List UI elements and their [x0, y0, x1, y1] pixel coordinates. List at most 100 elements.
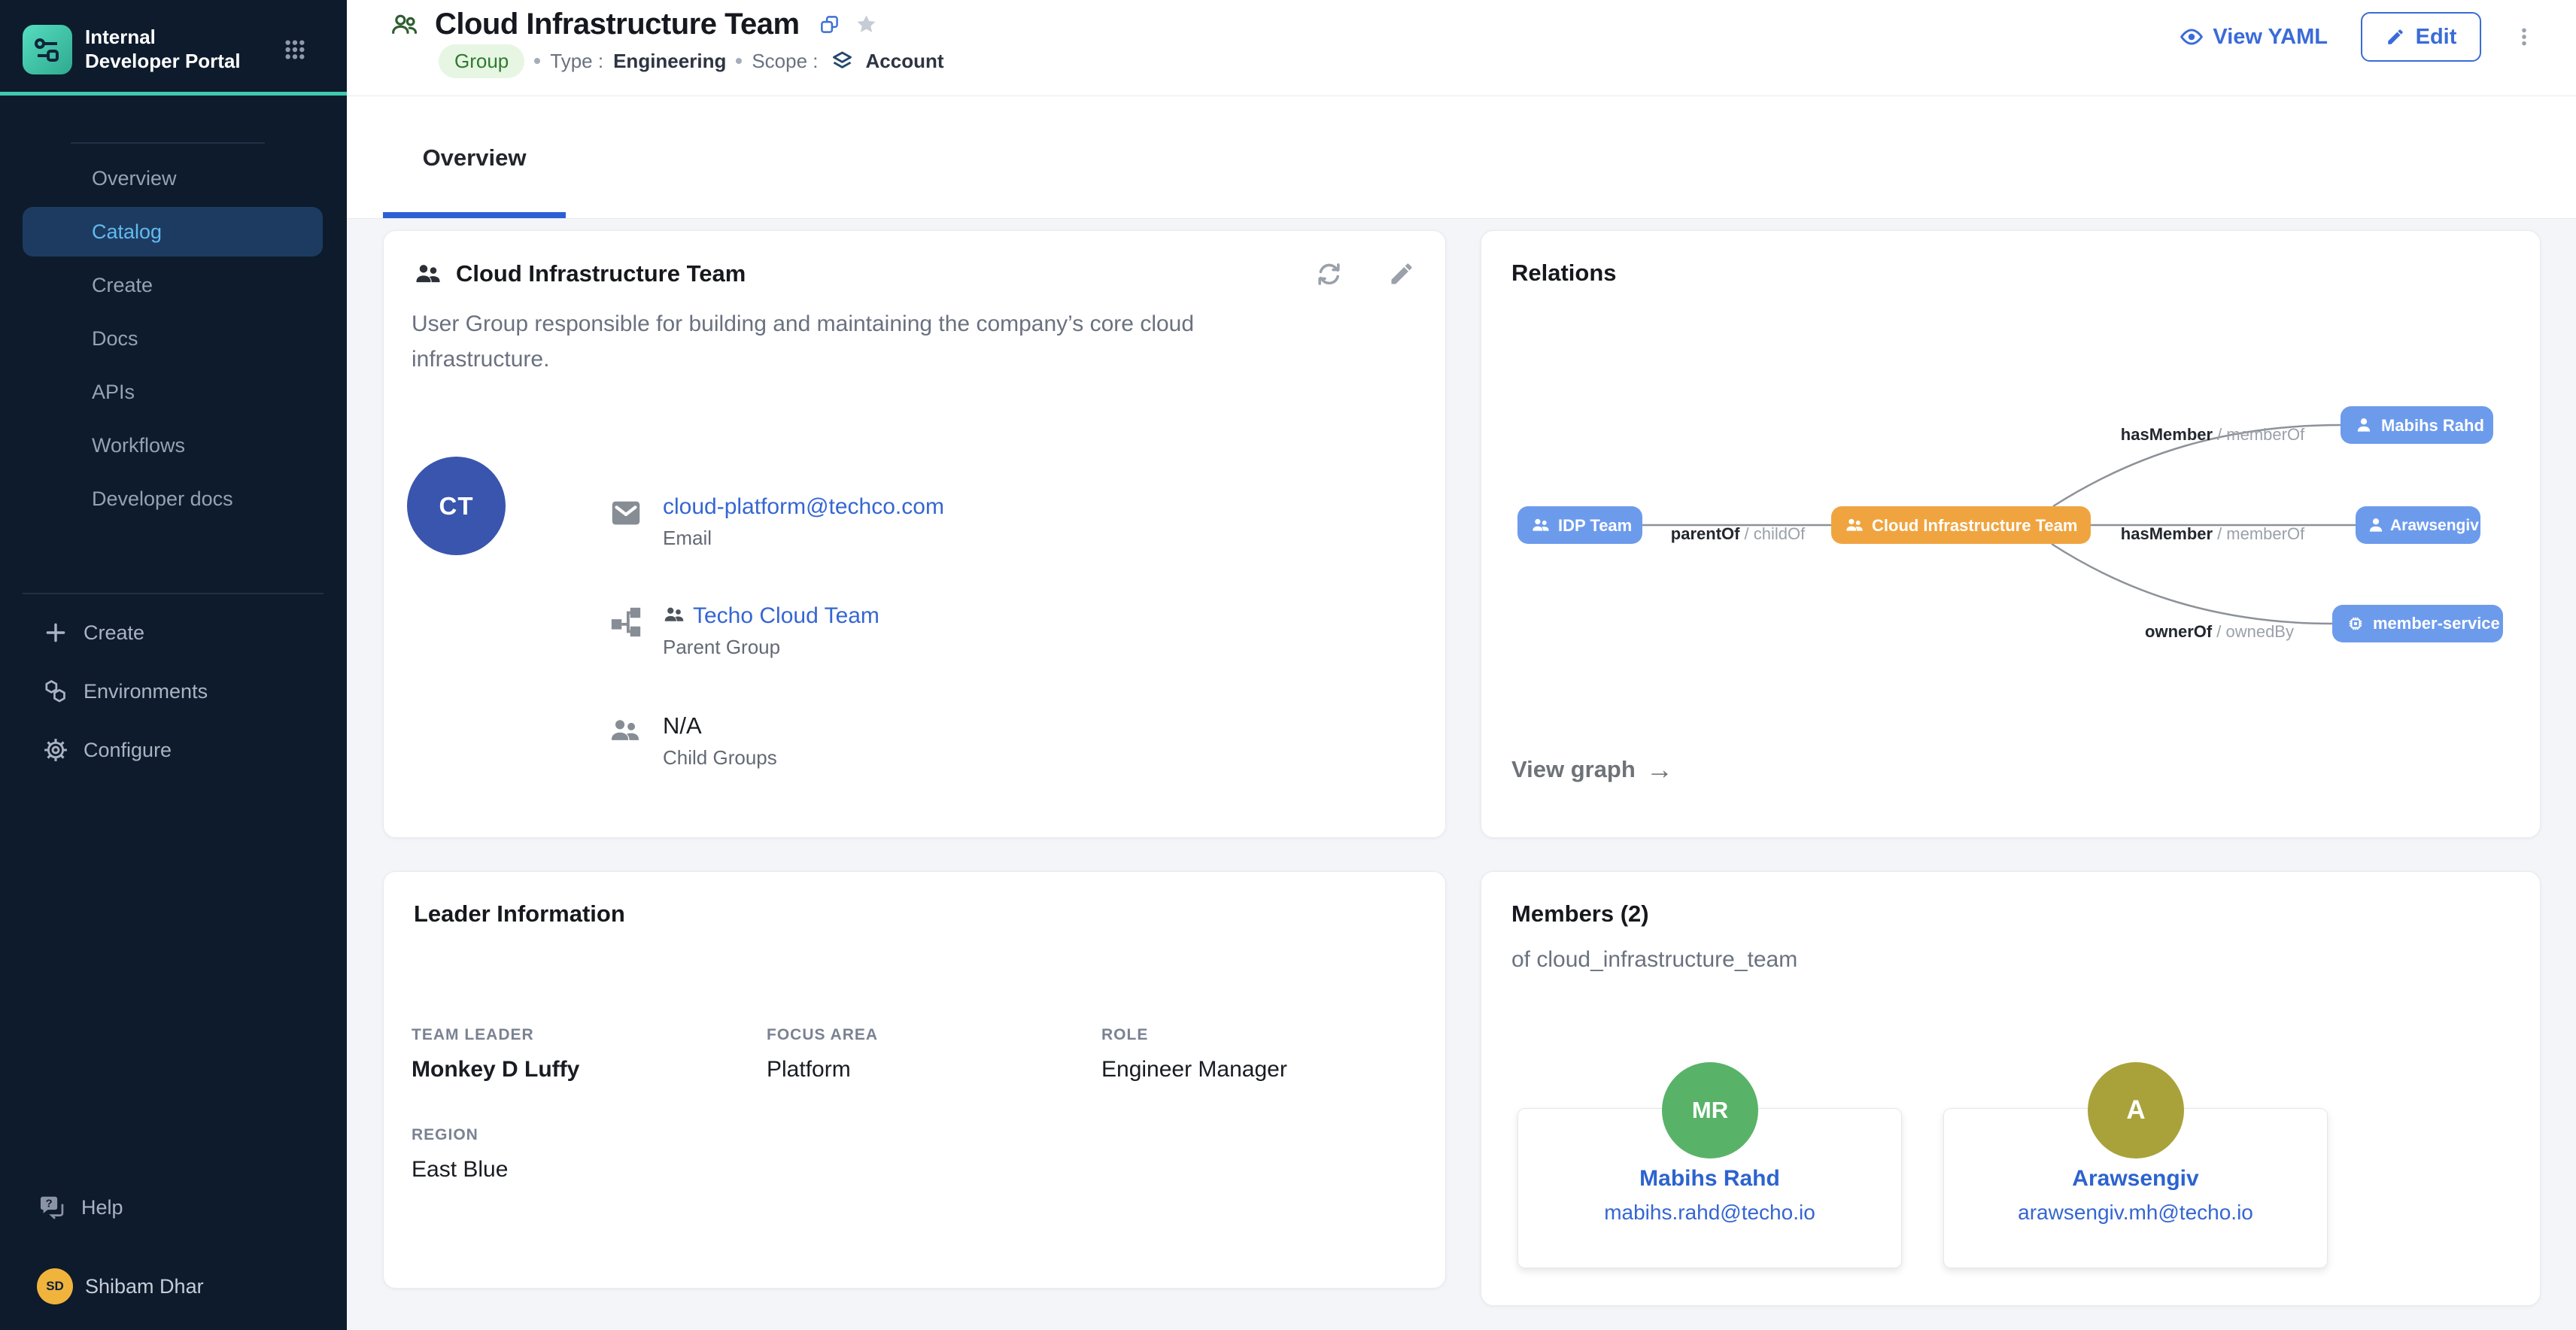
sidebar-help[interactable]: Help — [0, 1178, 347, 1237]
sidebar-tool-configure[interactable]: Configure — [0, 721, 347, 779]
member-tile[interactable]: MR Mabihs Rahd mabihs.rahd@techo.io — [1517, 1062, 1902, 1268]
help-icon — [38, 1193, 66, 1222]
node-mabihs-rahd[interactable]: Mabihs Rahd — [2341, 406, 2493, 444]
card-title: Relations — [1511, 260, 1617, 286]
user-avatar: SD — [37, 1268, 73, 1304]
eye-icon — [2180, 25, 2204, 49]
kebab-menu-icon[interactable] — [2514, 27, 2534, 47]
member-email-link[interactable]: arawsengiv.mh@techo.io — [2018, 1201, 2253, 1224]
edit-button[interactable]: Edit — [2361, 12, 2481, 62]
help-label: Help — [81, 1195, 123, 1219]
brand-title: Internal Developer Portal — [85, 26, 241, 72]
dot-separator — [736, 58, 743, 64]
people-icon — [609, 714, 643, 749]
tool-label: Create — [84, 621, 145, 644]
group-icon — [390, 9, 420, 39]
accent-divider — [0, 92, 347, 96]
app-grid-icon[interactable] — [283, 38, 307, 62]
svg-text:IDP Team: IDP Team — [1558, 516, 1632, 535]
node-idp-team[interactable]: IDP Team — [1517, 506, 1642, 544]
edge-label: parentOf / childOf — [1671, 524, 1806, 543]
scope-value: Account — [865, 49, 944, 72]
svg-text:member-service: member-service — [2373, 614, 2500, 633]
sidebar-nav: Overview Catalog Create Docs APIs Workfl… — [0, 150, 347, 527]
email-row: cloud-platform@techco.com Email — [609, 494, 944, 550]
relations-graph[interactable]: hasMember / memberOf parentOf / childOf ha… — [1481, 231, 2541, 839]
member-name-link[interactable]: Mabihs Rahd — [1639, 1166, 1780, 1191]
tab-overview[interactable]: Overview — [422, 144, 527, 171]
layers-icon — [830, 49, 855, 74]
user-name: Shibam Dhar — [85, 1274, 204, 1298]
edge-label: ownerOf / ownedBy — [2145, 622, 2294, 641]
parent-group-label: Parent Group — [663, 636, 781, 658]
copy-icon[interactable] — [819, 14, 840, 35]
edge-label: hasMember / memberOf — [2121, 524, 2305, 543]
edge-label: hasMember / memberOf — [2121, 425, 2305, 444]
scope-label: Scope : — [752, 49, 819, 72]
member-tile[interactable]: A Arawsengiv arawsengiv.mh@techo.io — [1943, 1062, 2328, 1268]
team-avatar: CT — [407, 457, 506, 555]
parent-group-link[interactable]: Techo Cloud Team — [663, 603, 879, 629]
sidebar-item-overview[interactable]: Overview — [92, 167, 177, 190]
type-value: Engineering — [613, 49, 727, 72]
members-card: Members (2) of cloud_infrastructure_team… — [1481, 871, 2541, 1306]
member-avatar: MR — [1662, 1062, 1758, 1158]
field-team-leader: TEAM LEADER Monkey D Luffy — [412, 1026, 580, 1082]
edit-label: Edit — [2415, 24, 2457, 49]
tool-label: Configure — [84, 738, 172, 761]
members-subtitle: of cloud_infrastructure_team — [1511, 947, 1798, 972]
node-cloud-infrastructure-team[interactable]: Cloud Infrastructure Team — [1831, 506, 2091, 544]
people-icon — [663, 603, 685, 626]
page-header: Cloud Infrastructure Team Group Type : E… — [347, 0, 2576, 96]
dot-separator — [534, 58, 541, 64]
view-graph-link[interactable]: View graph → — [1511, 754, 1673, 785]
sidebar-item-apis[interactable]: APIs — [92, 381, 135, 403]
sidebar-item-developer-docs[interactable]: Developer docs — [92, 487, 233, 510]
node-member-service[interactable]: member-service — [2332, 605, 2503, 642]
member-avatar: A — [2088, 1062, 2184, 1158]
edge-hasmember-mabihs — [2052, 424, 2341, 508]
kind-badge: Group — [439, 44, 525, 78]
active-tab-indicator — [383, 212, 566, 218]
leader-info-card: Leader Information TEAM LEADER Monkey D … — [383, 871, 1446, 1289]
people-icon — [414, 260, 442, 288]
email-link[interactable]: cloud-platform@techco.com — [663, 494, 944, 519]
sidebar-item-workflows[interactable]: Workflows — [92, 434, 186, 457]
parent-group-row: Techo Cloud Team Parent Group — [609, 603, 879, 659]
view-yaml-label: View YAML — [2213, 24, 2328, 49]
tab-bar: Overview — [347, 96, 2576, 219]
mail-icon — [609, 496, 643, 530]
sidebar-tool-create[interactable]: Create — [0, 603, 347, 662]
relations-card: Relations hasMember / memberOf parentOf / … — [1481, 230, 2541, 838]
member-name-link[interactable]: Arawsengiv — [2072, 1166, 2199, 1191]
svg-text:Arawsengiv: Arawsengiv — [2390, 517, 2479, 534]
arrow-right-icon: → — [1645, 754, 1673, 785]
edit-pencil-icon[interactable] — [1388, 260, 1415, 287]
card-title: Members (2) — [1511, 900, 1649, 927]
child-groups-value: N/A — [663, 712, 702, 739]
card-title: Cloud Infrastructure Team — [456, 260, 746, 287]
brand[interactable]: Internal Developer Portal — [23, 25, 324, 74]
sidebar-item-docs[interactable]: Docs — [92, 327, 138, 350]
page-title: Cloud Infrastructure Team — [435, 7, 800, 41]
pencil-icon — [2386, 27, 2405, 47]
view-yaml-button[interactable]: View YAML — [2180, 25, 2328, 50]
field-region: REGION East Blue — [412, 1126, 509, 1182]
edge-ownerof — [2051, 542, 2333, 625]
refresh-icon[interactable] — [1315, 260, 1343, 288]
sidebar-item-catalog[interactable]: Catalog — [23, 207, 323, 257]
node-arawsengiv[interactable]: Arawsengiv — [2356, 506, 2480, 544]
gear-icon — [43, 737, 68, 763]
email-label: Email — [663, 527, 712, 549]
star-icon[interactable] — [855, 13, 878, 36]
sidebar-user[interactable]: SD Shibam Dhar — [0, 1268, 347, 1304]
sidebar-item-create[interactable]: Create — [92, 274, 153, 296]
sidebar-tool-environments[interactable]: Environments — [0, 662, 347, 721]
member-email-link[interactable]: mabihs.rahd@techo.io — [1604, 1201, 1815, 1224]
team-info-card: Cloud Infrastructure Team User Group res… — [383, 230, 1446, 838]
sidebar-divider — [23, 593, 324, 594]
app-logo-icon — [23, 25, 72, 74]
type-label: Type : — [550, 49, 604, 72]
child-groups-label: Child Groups — [663, 746, 777, 769]
